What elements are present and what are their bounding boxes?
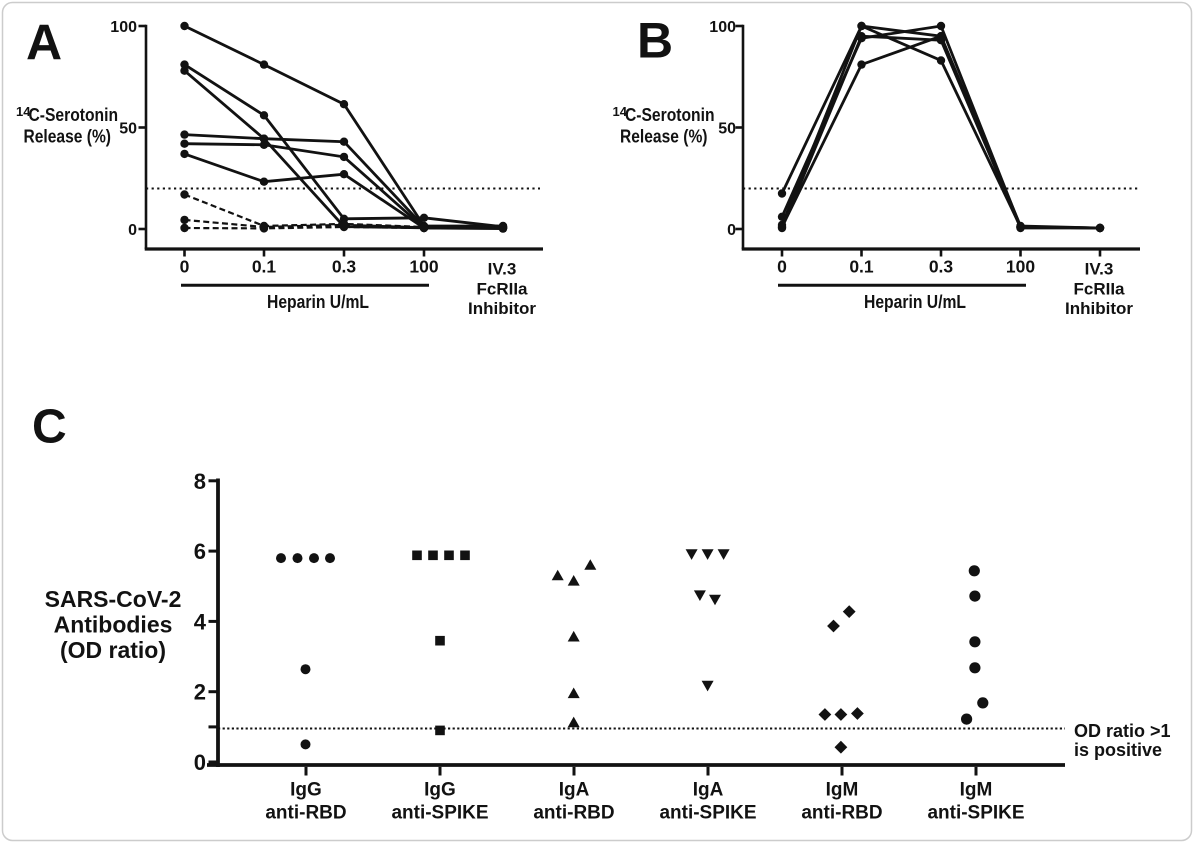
svg-text:100: 100 [709, 19, 736, 36]
svg-text:100: 100 [1006, 257, 1035, 277]
svg-text:Inhibitor: Inhibitor [1065, 299, 1133, 318]
svg-text:0: 0 [128, 222, 137, 239]
svg-text:Release (%): Release (%) [620, 127, 708, 147]
svg-text:anti-SPIKE: anti-SPIKE [927, 803, 1024, 824]
svg-text:50: 50 [119, 120, 137, 137]
svg-text:0.3: 0.3 [929, 257, 954, 277]
svg-text:6: 6 [194, 539, 206, 564]
svg-text:IV.3: IV.3 [1085, 260, 1114, 279]
svg-text:Release (%): Release (%) [24, 127, 112, 147]
svg-text:100: 100 [110, 19, 137, 36]
svg-text:FcRIIa: FcRIIa [476, 280, 528, 299]
svg-text:anti-RBD: anti-RBD [801, 803, 882, 824]
svg-text:anti-SPIKE: anti-SPIKE [391, 803, 488, 824]
svg-text:anti-RBD: anti-RBD [265, 803, 346, 824]
svg-text:is positive: is positive [1074, 740, 1162, 760]
svg-text:IV.3: IV.3 [488, 260, 517, 279]
svg-text:IgM: IgM [826, 780, 859, 801]
svg-text:anti-SPIKE: anti-SPIKE [659, 803, 756, 824]
svg-text:0: 0 [777, 257, 787, 277]
svg-text:0: 0 [727, 222, 736, 239]
svg-text:Antibodies: Antibodies [54, 612, 173, 638]
svg-text:0.1: 0.1 [849, 257, 874, 277]
svg-text:IgM: IgM [960, 780, 993, 801]
svg-text:14: 14 [613, 104, 628, 119]
svg-text:SARS-CoV-2: SARS-CoV-2 [45, 586, 182, 612]
svg-text:100: 100 [409, 257, 438, 277]
svg-text:IgA: IgA [559, 780, 590, 801]
svg-text:A: A [26, 15, 62, 71]
svg-text:(OD ratio): (OD ratio) [60, 637, 166, 663]
svg-text:2: 2 [194, 680, 206, 705]
svg-text:C-Serotonin: C-Serotonin [29, 105, 119, 125]
svg-text:0.3: 0.3 [332, 257, 357, 277]
svg-text:anti-RBD: anti-RBD [533, 803, 614, 824]
svg-text:IgG: IgG [424, 780, 456, 801]
svg-text:IgA: IgA [693, 780, 724, 801]
svg-text:Heparin U/mL: Heparin U/mL [864, 292, 966, 312]
svg-text:0: 0 [194, 750, 206, 775]
svg-text:Heparin U/mL: Heparin U/mL [267, 292, 369, 312]
svg-text:FcRIIa: FcRIIa [1073, 280, 1125, 299]
svg-text:0.1: 0.1 [252, 257, 277, 277]
svg-text:C-Serotonin: C-Serotonin [625, 105, 715, 125]
svg-text:4: 4 [194, 609, 207, 634]
svg-text:50: 50 [718, 120, 736, 137]
svg-text:B: B [637, 13, 673, 69]
svg-text:IgG: IgG [290, 780, 322, 801]
svg-text:14: 14 [16, 104, 31, 119]
svg-text:8: 8 [194, 469, 206, 494]
svg-text:OD ratio >1: OD ratio >1 [1074, 721, 1171, 741]
svg-text:0: 0 [180, 257, 190, 277]
svg-text:C: C [32, 401, 67, 454]
svg-text:Inhibitor: Inhibitor [468, 299, 536, 318]
